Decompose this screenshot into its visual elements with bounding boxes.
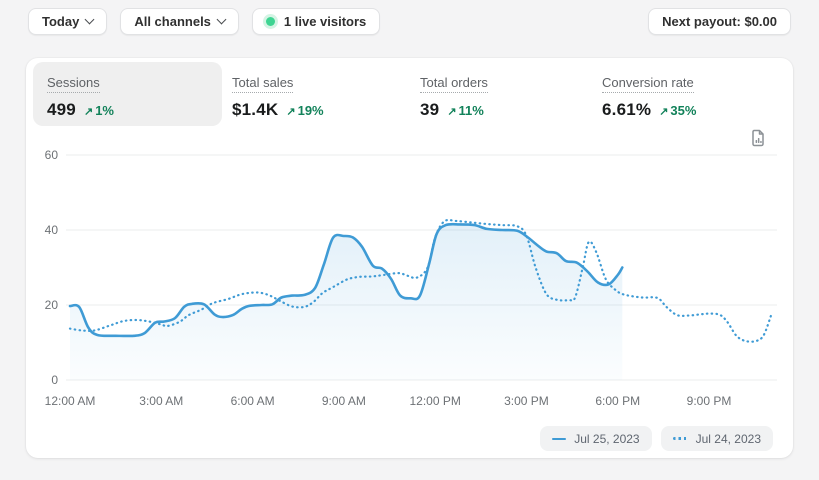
metric-label: Sessions — [47, 75, 100, 93]
live-visitors-button[interactable]: 1 live visitors — [251, 8, 381, 35]
y-axis-tick-label: 60 — [45, 148, 59, 162]
trend-up-icon: ↗ — [83, 106, 94, 118]
legend-label: Jul 24, 2023 — [695, 431, 761, 446]
metric-delta-value: 11% — [458, 103, 484, 118]
trend-up-icon: ↗ — [286, 106, 296, 118]
chevron-down-icon — [84, 14, 95, 25]
metric-delta-value: 19% — [297, 103, 324, 118]
x-axis-tick-label: 9:00 PM — [687, 394, 732, 408]
solid-line-icon — [552, 437, 567, 440]
x-axis-tick-label: 6:00 PM — [595, 394, 640, 408]
live-indicator-icon — [265, 17, 275, 26]
metric-label: Conversion rate — [602, 75, 694, 93]
series-area-fill — [70, 224, 623, 380]
channel-filter-label: All channels — [134, 14, 211, 29]
metric-delta: ↗ 19% — [286, 103, 323, 118]
metric-value: 39 — [420, 100, 440, 119]
x-axis-tick-label: 3:00 AM — [139, 394, 183, 408]
metric-label: Total orders — [420, 75, 488, 93]
metric-tab-total-orders[interactable]: Total orders 39 ↗ 11% — [420, 74, 488, 120]
metric-tab-sessions[interactable]: Sessions 499 ↗ 1% — [33, 62, 222, 126]
y-axis-tick-label: 0 — [51, 373, 58, 387]
trend-up-icon: ↗ — [447, 106, 457, 118]
metric-delta: ↗ 1% — [84, 103, 114, 118]
y-axis-tick-label: 40 — [45, 223, 59, 237]
x-axis-tick-label: 12:00 PM — [409, 394, 460, 408]
next-payout-button[interactable]: Next payout: $0.00 — [648, 8, 791, 35]
channel-filter-button[interactable]: All channels — [120, 8, 239, 35]
metric-value: 499 — [47, 100, 76, 119]
x-axis-tick-label: 3:00 PM — [504, 394, 549, 408]
chart-legend: Jul 25, 2023 Jul 24, 2023 — [540, 426, 773, 451]
metric-delta: ↗ 11% — [447, 103, 484, 118]
legend-item-jul-25[interactable]: Jul 25, 2023 — [540, 426, 652, 451]
metric-value: $1.4K — [232, 100, 279, 119]
sessions-line-chart[interactable]: 0 20 40 60 12:00 AM 3:00 AM 6:00 AM 9:00 AM 12:0… — [36, 148, 782, 416]
metric-delta: ↗ 35% — [659, 103, 696, 118]
metric-delta-value: 35% — [670, 103, 697, 118]
view-report-icon[interactable] — [748, 128, 768, 148]
topbar: Today All channels 1 live visitors Next … — [28, 8, 791, 35]
series-line-solid — [68, 222, 624, 338]
metric-label: Total sales — [232, 75, 294, 93]
trend-up-icon: ↗ — [659, 106, 669, 118]
metric-delta-value: 1% — [95, 103, 114, 118]
series-line-dotted — [68, 218, 773, 343]
metric-tab-conversion-rate[interactable]: Conversion rate 6.61% ↗ 35% — [602, 74, 696, 120]
date-range-button[interactable]: Today — [28, 8, 108, 35]
chart-svg: 0 20 40 60 12:00 AM 3:00 AM 6:00 AM 9:00 AM 12:0… — [45, 148, 777, 408]
metric-value: 6.61% — [602, 100, 652, 119]
x-axis-tick-label: 9:00 AM — [322, 394, 366, 408]
metric-tab-total-sales[interactable]: Total sales $1.4K ↗ 19% — [232, 74, 324, 120]
chevron-down-icon — [216, 14, 227, 25]
next-payout-label: Next payout: $0.00 — [662, 14, 777, 29]
legend-item-jul-24[interactable]: Jul 24, 2023 — [660, 426, 773, 451]
analytics-card: Sessions 499 ↗ 1% Total sales $1.4K ↗ 19… — [26, 58, 793, 458]
x-axis-tick-label: 12:00 AM — [45, 394, 96, 408]
live-visitors-label: 1 live visitors — [283, 14, 367, 29]
legend-label: Jul 25, 2023 — [574, 431, 640, 446]
y-axis-tick-label: 20 — [45, 298, 59, 312]
x-axis-tick-label: 6:00 AM — [231, 394, 275, 408]
date-range-label: Today — [42, 14, 80, 29]
dotted-line-icon — [672, 437, 688, 440]
